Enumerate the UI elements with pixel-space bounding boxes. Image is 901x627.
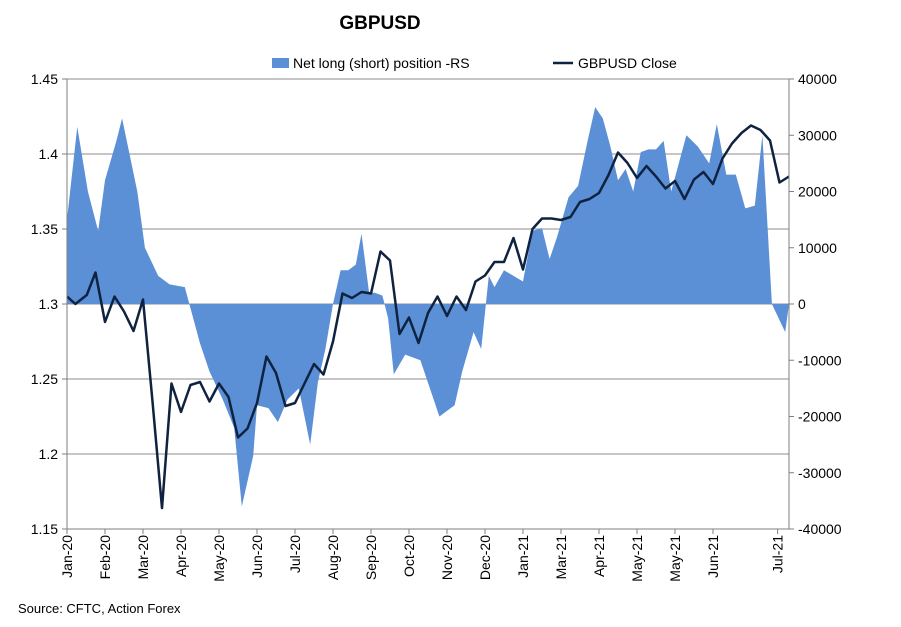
right-tick-label: -10000 (798, 352, 842, 368)
left-tick-label: 1.25 (31, 371, 58, 387)
x-tick-label: May-20 (211, 535, 227, 582)
x-tick-label: Jul-21 (770, 535, 786, 573)
x-tick-label: Mar-21 (553, 535, 569, 580)
x-tick-label: Oct-20 (401, 535, 417, 577)
x-tick-label: Mar-20 (135, 535, 151, 580)
x-tick-label: May-21 (629, 535, 645, 582)
left-tick-label: 1.4 (39, 146, 59, 162)
x-tick-label: Sep-20 (363, 535, 379, 580)
right-tick-label: 0 (798, 296, 806, 312)
legend-label-line: GBPUSD Close (578, 55, 677, 71)
right-tick-label: -30000 (798, 465, 842, 481)
left-axis-ticks: 1.45 1.4 1.35 1.3 1.25 1.2 1.15 (31, 71, 67, 537)
left-tick-label: 1.15 (31, 521, 58, 537)
legend-label-area: Net long (short) position -RS (293, 55, 470, 71)
area-series-layer (67, 107, 789, 507)
x-tick-label: Dec-20 (477, 535, 493, 580)
left-tick-label: 1.35 (31, 221, 58, 237)
x-tick-label: Jul-20 (287, 535, 303, 573)
chart-title: GBPUSD (339, 13, 420, 34)
area-net-position (67, 107, 789, 507)
right-axis-ticks: 40000 30000 20000 10000 0 -10000 -20000 -30000 -… (789, 71, 842, 537)
x-tick-label: Feb-20 (97, 535, 113, 580)
x-tick-label: Jun-20 (249, 535, 265, 578)
right-tick-label: 30000 (798, 127, 837, 143)
right-tick-label: -20000 (798, 409, 842, 425)
x-tick-label: May-21 (667, 535, 683, 582)
left-tick-label: 1.3 (39, 296, 59, 312)
x-tick-label: Nov-20 (439, 535, 455, 580)
right-tick-label: -40000 (798, 521, 842, 537)
x-axis-ticks: Jan-20 Feb-20 Mar-20 Apr-20 May-20 Jun-20 Jul-… (59, 529, 786, 582)
x-tick-label: Apr-21 (591, 535, 607, 577)
x-tick-label: Jan-21 (515, 535, 531, 578)
line-series-layer (66, 124, 790, 510)
right-tick-label: 20000 (798, 184, 837, 200)
x-tick-label: Aug-20 (325, 535, 341, 580)
right-tick-label: 10000 (798, 240, 837, 256)
x-tick-label: Apr-20 (173, 535, 189, 577)
legend: Net long (short) position -RS GBPUSD Clo… (272, 55, 677, 71)
x-tick-label: Jan-20 (59, 535, 75, 578)
x-tick-label: Jun-21 (705, 535, 721, 578)
source-note: Source: CFTC, Action Forex (18, 601, 181, 616)
line-gbpusd-close (66, 124, 790, 510)
right-tick-label: 40000 (798, 71, 837, 87)
left-tick-label: 1.2 (39, 446, 59, 462)
legend-swatch-area (272, 58, 289, 68)
left-tick-label: 1.45 (31, 71, 58, 87)
